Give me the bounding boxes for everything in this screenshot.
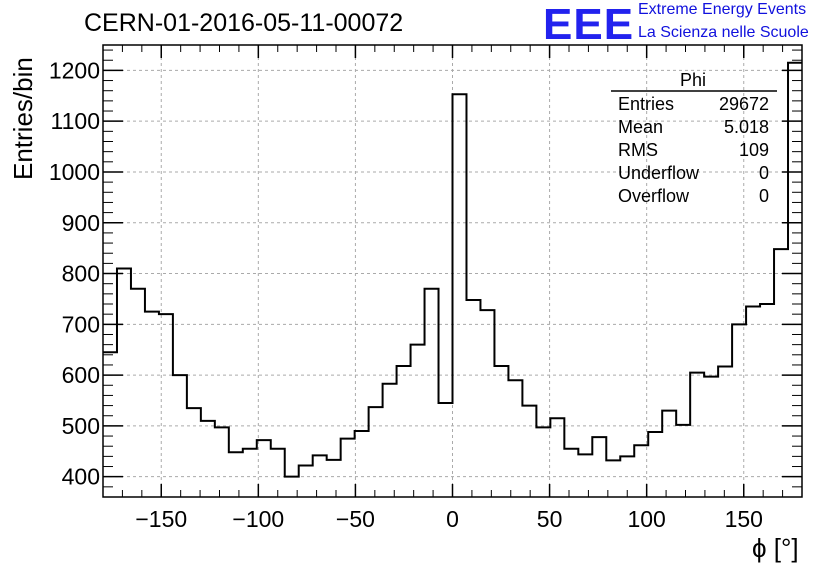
stats-value-rms: 109 (739, 140, 769, 160)
x-tick-label: −50 (336, 506, 375, 532)
stats-value-underflow: 0 (759, 163, 769, 183)
axis-ticks (102, 45, 803, 497)
histogram-bin (383, 384, 397, 497)
histogram-bin (285, 477, 299, 497)
histogram-bin (690, 373, 704, 497)
x-tick-label: 50 (537, 506, 563, 532)
tick-labels: −150 −100 −50 0 50 100 150 400 500 600 700 800 900 10… (49, 57, 763, 532)
histogram-bin (201, 421, 215, 497)
stats-label-underflow: Underflow (618, 163, 700, 183)
x-tick-label: 150 (725, 506, 763, 532)
histogram-bin (355, 431, 369, 497)
histogram-bin (327, 460, 341, 497)
histogram-bin (243, 449, 257, 497)
histogram-bin (369, 407, 383, 497)
histogram-bin (732, 324, 746, 497)
histogram-bin (425, 289, 439, 497)
stats-label-entries: Entries (618, 94, 674, 114)
histogram-bin (145, 312, 159, 497)
y-tick-label: 700 (62, 311, 100, 337)
y-tick-label: 1000 (49, 159, 100, 185)
histogram-bin (187, 408, 201, 497)
histogram-bin (313, 455, 327, 497)
histogram-bin (411, 345, 425, 497)
histogram-bin (606, 460, 620, 497)
x-axis-label: ϕ [°] (752, 533, 799, 563)
histogram-bin (578, 454, 592, 497)
y-tick-label: 900 (62, 210, 100, 236)
stats-value-overflow: 0 (759, 186, 769, 206)
histogram-bin (760, 304, 774, 497)
eee-logo: EEE (543, 0, 635, 49)
histogram-bin (271, 449, 285, 497)
logo-caption-line2: La Scienza nelle Scuole (638, 24, 809, 41)
histogram-bin (453, 94, 467, 497)
histogram-bin (299, 466, 313, 497)
y-tick-label: 500 (62, 413, 100, 439)
chart-title: CERN-01-2016-05-11-00072 (84, 9, 404, 37)
histogram-bin (788, 63, 802, 497)
histogram-bin (466, 300, 480, 497)
histogram-bin (131, 289, 145, 497)
histogram-bin (648, 432, 662, 497)
stats-title: Phi (680, 70, 706, 90)
histogram-bin (439, 403, 453, 497)
stats-label-rms: RMS (618, 140, 658, 160)
histogram-bin (159, 314, 173, 497)
y-tick-label: 1100 (51, 108, 100, 134)
histogram-bins (103, 61, 802, 497)
histogram-bin (480, 310, 494, 497)
histogram-bin (662, 411, 676, 497)
stats-value-entries: 29672 (719, 94, 769, 114)
histogram-bin (215, 427, 229, 497)
histogram-bin (103, 352, 117, 497)
histogram-bin (704, 377, 718, 497)
histogram-bin (718, 366, 732, 497)
histogram-bin (508, 380, 522, 497)
y-tick-label: 400 (62, 464, 100, 490)
histogram-bin (564, 449, 578, 497)
y-tick-label: 1200 (49, 57, 100, 83)
y-tick-label: 600 (62, 362, 100, 388)
histogram-bin (550, 418, 564, 497)
histogram-bin (774, 249, 788, 497)
histogram-outline (103, 61, 802, 478)
histogram-bin (341, 439, 355, 497)
histogram-bin (173, 375, 187, 497)
grid (103, 45, 802, 497)
logo-caption-line1: Extreme Energy Events (638, 1, 807, 18)
histogram-bin (494, 366, 508, 497)
x-tick-label: −100 (232, 506, 284, 532)
histogram-bin (676, 425, 690, 497)
y-tick-label: 800 (62, 261, 100, 287)
histogram-bin (229, 452, 243, 497)
histogram-bin (746, 307, 760, 497)
histogram-bin (117, 268, 131, 497)
histogram-bin (592, 437, 606, 497)
histogram-bin (397, 366, 411, 497)
histogram-bin (536, 427, 550, 497)
stats-label-mean: Mean (618, 117, 663, 137)
x-tick-label: −150 (135, 506, 187, 532)
stats-label-overflow: Overflow (618, 186, 690, 206)
stats-value-mean: 5.018 (724, 117, 769, 137)
x-tick-label: 0 (446, 506, 459, 532)
x-tick-label: 100 (627, 506, 665, 532)
stats-box: Phi Entries 29672 Mean 5.018 RMS 109 Und… (611, 70, 777, 206)
histogram-bin (522, 406, 536, 497)
